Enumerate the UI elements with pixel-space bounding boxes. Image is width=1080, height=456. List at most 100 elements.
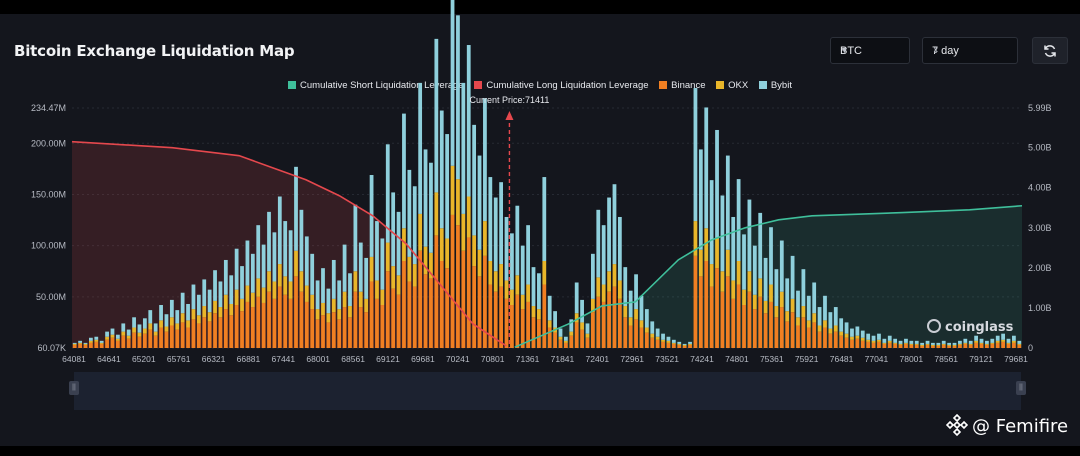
bar-okx bbox=[974, 340, 979, 343]
bar-okx bbox=[148, 323, 153, 330]
bar-bybit bbox=[191, 284, 196, 310]
bar-okx bbox=[299, 271, 304, 292]
legend-item-short[interactable]: Cumulative Short Liquidation Leverage bbox=[288, 80, 464, 91]
bar-binance bbox=[574, 322, 579, 348]
zoom-handle-left[interactable]: || bbox=[69, 381, 79, 395]
bar-okx bbox=[590, 298, 595, 313]
bar-okx bbox=[774, 306, 779, 318]
zoom-handle-right[interactable]: || bbox=[1016, 381, 1026, 395]
bar-binance bbox=[936, 345, 941, 348]
bar-okx bbox=[785, 311, 790, 322]
bar-binance bbox=[790, 312, 795, 348]
refresh-icon bbox=[1044, 45, 1056, 57]
bar-bybit bbox=[223, 259, 228, 295]
bar-bybit bbox=[207, 289, 212, 313]
bar-okx bbox=[736, 260, 741, 285]
bar-binance bbox=[542, 284, 547, 348]
bar-okx bbox=[887, 340, 892, 343]
bar-bybit bbox=[229, 275, 234, 304]
bar-okx bbox=[639, 320, 644, 328]
bar-okx bbox=[941, 343, 946, 345]
coin-select[interactable]: BTC ▼ bbox=[830, 37, 910, 64]
bar-bybit bbox=[126, 329, 131, 336]
bar-bybit bbox=[547, 295, 552, 321]
bar-binance bbox=[655, 339, 660, 348]
bar-okx bbox=[920, 344, 925, 346]
bar-okx bbox=[504, 280, 509, 299]
legend-item-okx[interactable]: OKX bbox=[716, 80, 748, 91]
bar-okx bbox=[601, 284, 606, 302]
zoom-scrollbar[interactable] bbox=[74, 372, 1021, 410]
bar-okx bbox=[153, 331, 158, 336]
bar-bybit bbox=[477, 155, 482, 250]
bar-bybit bbox=[979, 338, 984, 343]
bar-bybit bbox=[250, 253, 255, 293]
bar-okx bbox=[1017, 343, 1022, 345]
x-tick-label: 66881 bbox=[237, 354, 261, 364]
bar-binance bbox=[693, 255, 698, 348]
bar-bybit bbox=[142, 318, 147, 329]
bar-binance bbox=[715, 268, 719, 348]
bar-bybit bbox=[774, 269, 779, 307]
x-tick-label: 67441 bbox=[272, 354, 296, 364]
bar-binance bbox=[353, 291, 358, 348]
x-tick-label: 79681 bbox=[1004, 354, 1028, 364]
bar-bybit bbox=[267, 211, 271, 272]
bar-bybit bbox=[968, 340, 973, 344]
bar-bybit bbox=[256, 225, 261, 279]
bar-bybit bbox=[650, 321, 655, 334]
legend-swatch bbox=[288, 81, 297, 89]
bar-binance bbox=[110, 337, 115, 348]
bar-binance bbox=[666, 342, 671, 348]
bar-binance bbox=[725, 276, 730, 348]
bar-binance bbox=[283, 294, 288, 348]
bar-okx bbox=[89, 340, 93, 343]
bar-okx bbox=[256, 278, 261, 297]
bar-bybit bbox=[358, 242, 363, 292]
bar-okx bbox=[779, 291, 784, 308]
bar-okx bbox=[315, 309, 320, 320]
bar-okx bbox=[142, 328, 147, 334]
bar-bybit bbox=[790, 255, 795, 299]
legend-item-binance[interactable]: Binance bbox=[659, 80, 706, 91]
bar-okx bbox=[277, 264, 282, 287]
bar-binance bbox=[256, 296, 261, 348]
refresh-button[interactable] bbox=[1032, 37, 1068, 64]
bar-bybit bbox=[121, 323, 126, 332]
bar-binance bbox=[963, 343, 968, 348]
bar-bybit bbox=[725, 155, 730, 250]
bar-okx bbox=[644, 327, 649, 333]
bar-bybit bbox=[909, 340, 914, 344]
bar-binance bbox=[213, 313, 217, 348]
x-tick-label: 65761 bbox=[167, 354, 191, 364]
legend-item-long[interactable]: Cumulative Long Liquidation Leverage bbox=[474, 80, 649, 91]
bar-bybit bbox=[671, 339, 676, 343]
bar-binance bbox=[580, 329, 584, 348]
bar-binance bbox=[234, 305, 239, 348]
bar-bybit bbox=[720, 195, 725, 272]
y-left-tick-label: 60.07K bbox=[37, 343, 66, 353]
bar-bybit bbox=[914, 340, 919, 344]
bar-bybit bbox=[434, 38, 439, 193]
bar-binance bbox=[412, 286, 417, 348]
bar-okx bbox=[666, 340, 671, 343]
x-tick-label: 72401 bbox=[586, 354, 610, 364]
bar-binance bbox=[990, 343, 995, 348]
bar-bybit bbox=[887, 335, 892, 341]
legend-swatch bbox=[758, 81, 767, 89]
legend-item-bybit[interactable]: Bybit bbox=[758, 80, 792, 91]
bar-okx bbox=[520, 294, 525, 310]
bar-bybit bbox=[812, 282, 817, 314]
bar-bybit bbox=[655, 328, 660, 337]
bar-binance bbox=[186, 327, 190, 348]
bar-okx bbox=[472, 235, 477, 267]
bar-okx bbox=[936, 344, 941, 346]
bar-binance bbox=[164, 331, 169, 348]
x-tick-label: 68001 bbox=[306, 354, 330, 364]
bar-bybit bbox=[590, 253, 595, 299]
period-select[interactable]: 7 day ⇕ bbox=[922, 37, 1018, 64]
bar-binance bbox=[196, 323, 201, 348]
bar-binance bbox=[914, 344, 919, 348]
bar-binance bbox=[785, 321, 790, 348]
bar-bybit bbox=[688, 341, 692, 344]
